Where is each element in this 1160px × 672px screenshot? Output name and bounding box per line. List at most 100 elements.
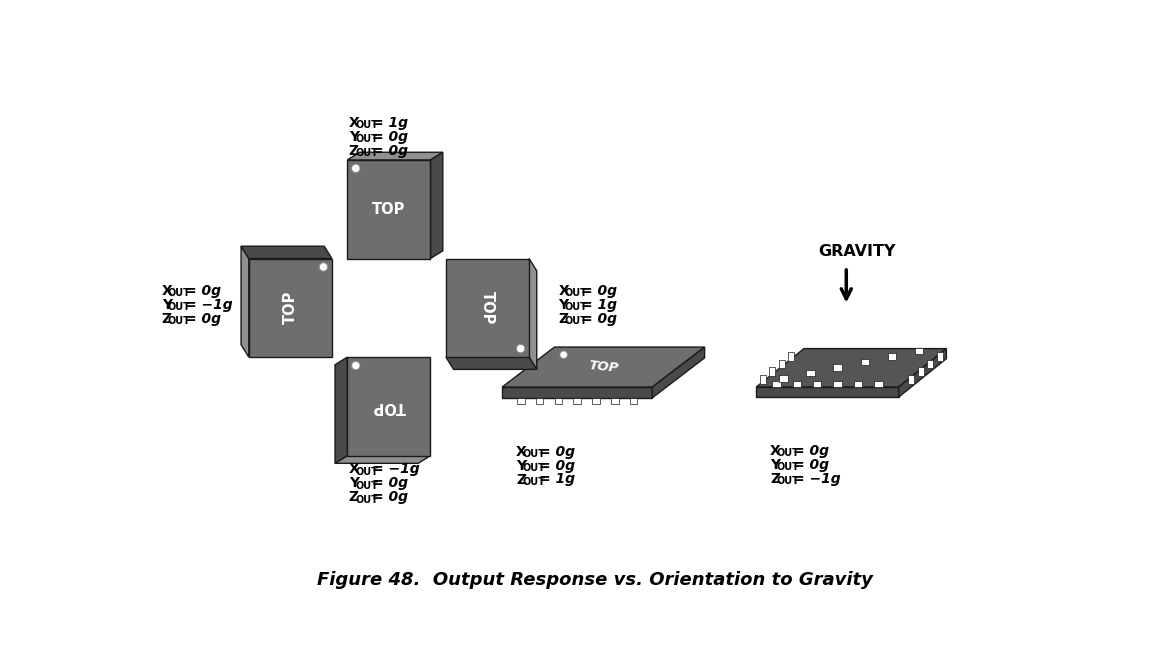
Bar (875, 381, 883, 387)
Circle shape (351, 362, 360, 370)
Polygon shape (445, 259, 529, 357)
Polygon shape (789, 352, 795, 361)
Circle shape (516, 344, 524, 353)
Bar (887, 353, 897, 360)
Text: X: X (349, 462, 360, 476)
Bar (861, 359, 869, 365)
Text: OUT: OUT (522, 449, 545, 459)
Bar (806, 370, 814, 376)
Polygon shape (248, 259, 332, 357)
Text: Z: Z (349, 144, 358, 158)
Text: = 0g: = 0g (184, 284, 220, 298)
Text: = 1g: = 1g (539, 472, 575, 487)
Bar (630, 398, 637, 404)
Text: OUT: OUT (522, 463, 545, 473)
Text: OUT: OUT (776, 462, 799, 472)
Polygon shape (769, 368, 775, 376)
Polygon shape (937, 352, 943, 361)
Text: Z: Z (770, 472, 781, 486)
Polygon shape (335, 456, 430, 463)
Polygon shape (756, 349, 947, 387)
Text: X: X (161, 284, 173, 298)
Polygon shape (241, 246, 248, 357)
Text: OUT: OUT (776, 448, 799, 458)
Bar (834, 364, 842, 370)
Text: = 0g: = 0g (184, 312, 220, 325)
Text: TOP: TOP (372, 399, 406, 414)
Text: TOP: TOP (372, 202, 406, 217)
Text: OUT: OUT (522, 477, 545, 487)
Text: OUT: OUT (776, 476, 799, 486)
Text: = 0g: = 0g (539, 458, 575, 472)
Text: = −1g: = −1g (372, 462, 420, 476)
Polygon shape (430, 153, 443, 259)
Polygon shape (347, 357, 430, 456)
Polygon shape (778, 360, 785, 368)
Text: OUT: OUT (168, 288, 190, 298)
Polygon shape (918, 368, 923, 376)
Text: X: X (516, 445, 527, 459)
Bar (915, 348, 923, 354)
Polygon shape (347, 153, 443, 160)
Bar (792, 381, 802, 387)
Text: Y: Y (161, 298, 172, 312)
Polygon shape (347, 160, 430, 259)
Polygon shape (927, 360, 934, 368)
Text: = 1g: = 1g (372, 116, 408, 130)
Bar (780, 376, 788, 382)
Polygon shape (445, 357, 537, 370)
Bar (611, 398, 618, 404)
Text: X: X (558, 284, 570, 298)
Bar (833, 381, 842, 387)
Text: = 0g: = 0g (793, 458, 829, 472)
Polygon shape (502, 387, 652, 398)
Text: OUT: OUT (355, 480, 378, 491)
Text: = 0g: = 0g (793, 444, 829, 458)
Text: = −1g: = −1g (793, 472, 841, 486)
Text: OUT: OUT (565, 316, 587, 326)
Text: Z: Z (349, 490, 358, 504)
Text: = 0g: = 0g (372, 490, 408, 504)
Text: Figure 48.  Output Response vs. Orientation to Gravity: Figure 48. Output Response vs. Orientati… (317, 571, 872, 589)
Bar (573, 398, 581, 404)
Polygon shape (241, 246, 332, 259)
Text: OUT: OUT (355, 120, 378, 130)
Polygon shape (502, 347, 704, 387)
Text: TOP: TOP (283, 291, 298, 325)
Bar (536, 398, 544, 404)
Text: OUT: OUT (168, 316, 190, 326)
Text: OUT: OUT (565, 302, 587, 312)
Bar (854, 381, 862, 387)
Bar (517, 398, 524, 404)
Text: OUT: OUT (565, 288, 587, 298)
Text: TOP: TOP (588, 359, 619, 375)
Text: Y: Y (349, 130, 358, 144)
Text: = −1g: = −1g (184, 298, 232, 312)
Text: X: X (770, 444, 781, 458)
Text: = 0g: = 0g (581, 312, 617, 325)
Polygon shape (652, 347, 704, 398)
Polygon shape (756, 387, 899, 397)
Text: = 0g: = 0g (372, 476, 408, 491)
Text: Z: Z (558, 312, 568, 325)
Text: Y: Y (516, 458, 527, 472)
Polygon shape (529, 259, 537, 370)
Text: = 0g: = 0g (372, 144, 408, 158)
Polygon shape (899, 349, 947, 397)
Polygon shape (335, 357, 347, 463)
Text: TOP: TOP (480, 291, 495, 325)
Text: Y: Y (770, 458, 781, 472)
Text: OUT: OUT (168, 302, 190, 312)
Text: = 1g: = 1g (581, 298, 617, 312)
Text: OUT: OUT (355, 495, 378, 505)
Circle shape (560, 351, 567, 359)
Text: = 0g: = 0g (372, 130, 408, 144)
Text: Z: Z (161, 312, 172, 325)
Bar (554, 398, 563, 404)
Text: X: X (349, 116, 360, 130)
Text: OUT: OUT (355, 148, 378, 158)
Text: = 0g: = 0g (539, 445, 575, 459)
Bar (592, 398, 600, 404)
Polygon shape (908, 375, 914, 384)
Polygon shape (760, 375, 766, 384)
